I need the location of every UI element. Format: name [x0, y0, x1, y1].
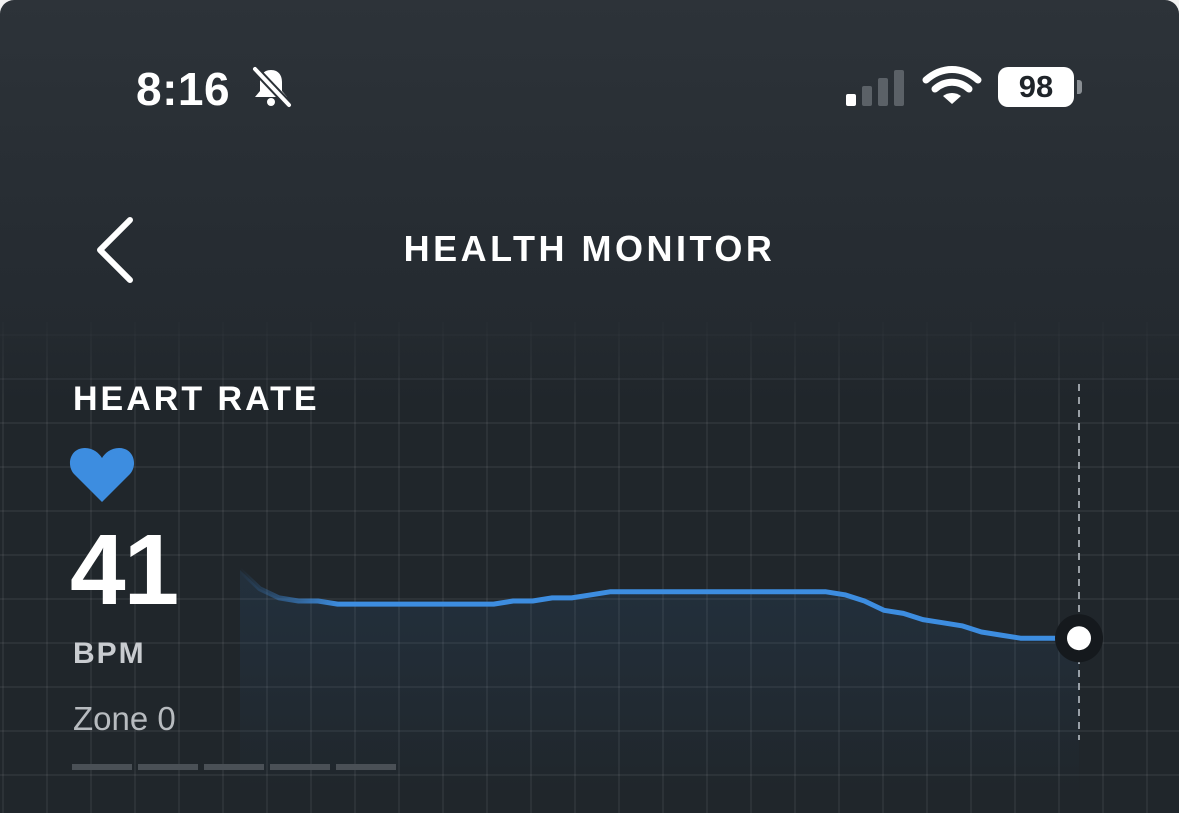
heart-icon	[69, 448, 135, 502]
battery-nub	[1077, 80, 1082, 94]
current-point-marker	[1067, 626, 1091, 651]
chevron-left-icon[interactable]	[92, 214, 140, 286]
wifi-icon	[922, 66, 982, 104]
zone-indicator	[72, 764, 396, 770]
bell-slash-icon	[251, 65, 293, 109]
cellular-signal-icon	[846, 70, 904, 106]
battery-level: 98	[1018, 69, 1054, 104]
zone-segment	[270, 764, 330, 770]
heart-rate-series-line	[237, 567, 1082, 641]
page-title: HEALTH MONITOR	[403, 228, 776, 269]
zone-segment	[204, 764, 264, 770]
heart-rate-unit: BPM	[73, 637, 146, 670]
zone-segment	[138, 764, 198, 770]
heart-rate-zone: Zone 0	[73, 700, 176, 737]
series-area	[240, 570, 1079, 796]
zone-segment	[72, 764, 132, 770]
heart-rate-label: HEART RATE	[73, 380, 320, 418]
battery-icon: 98	[998, 67, 1074, 107]
grid-fade	[0, 322, 1179, 402]
chart-series-layer	[237, 567, 1103, 796]
heart-rate-value: 41	[70, 514, 179, 626]
heart-rate-chart	[237, 384, 1103, 796]
status-time: 8:16	[136, 63, 231, 115]
zone-segment	[336, 764, 396, 770]
